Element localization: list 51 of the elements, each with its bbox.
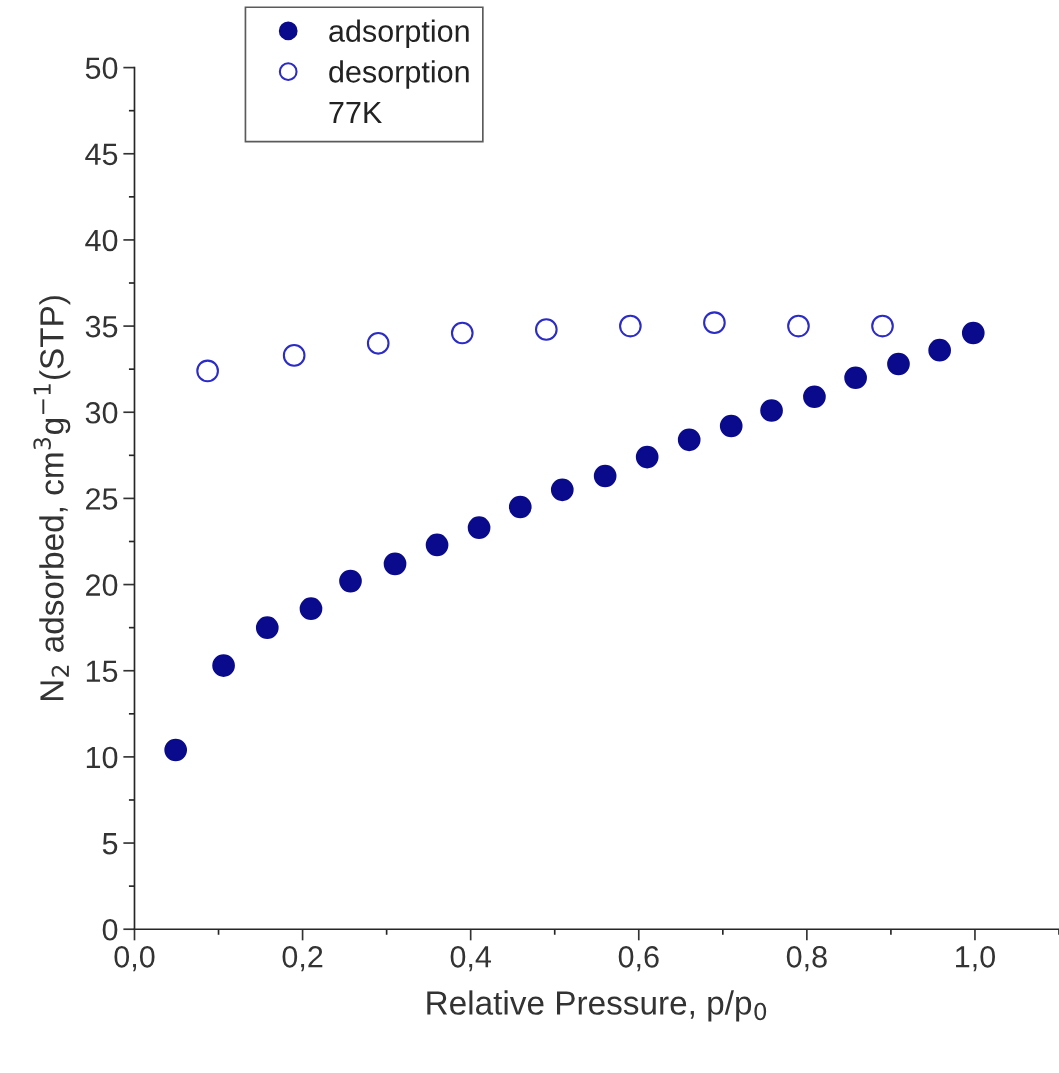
point: [425, 533, 449, 557]
y-axis-title: N$_{2}$ adsorbed, cm$^{3}$g$^{−1}$(STP): [33, 296, 71, 701]
y-tick-label: 10: [86, 746, 118, 769]
point: [255, 616, 279, 639]
point: [719, 414, 743, 438]
point: [550, 478, 574, 502]
y-tick-label: 15: [86, 660, 118, 683]
y-tick-label: 5: [102, 833, 118, 855]
point: [787, 314, 810, 338]
point: [508, 495, 532, 519]
point: [887, 352, 910, 376]
x-tick-label: 0,2: [282, 946, 323, 972]
point: [383, 552, 407, 576]
point: [871, 314, 894, 338]
point: [282, 344, 306, 367]
point: [844, 366, 867, 390]
point: [677, 428, 701, 452]
x-tick-label: 0,0: [114, 946, 155, 972]
x-tick-label: 1,0: [956, 946, 995, 972]
point: [467, 516, 491, 540]
point: [760, 399, 783, 422]
y-tick-label: 20: [86, 574, 118, 596]
y-tick-label: 40: [85, 229, 118, 252]
x-tick-label: 0,8: [786, 946, 827, 972]
y-tick-label: 35: [85, 315, 118, 338]
annotation: 77K: [329, 102, 382, 124]
point: [366, 331, 390, 355]
point: [703, 311, 726, 334]
legend-label: adsorption: [329, 19, 469, 48]
point: [196, 359, 219, 383]
point: [803, 385, 826, 409]
point: [928, 338, 951, 362]
point: [339, 569, 362, 593]
legend-label: desorption: [329, 60, 469, 89]
point: [593, 464, 617, 488]
x-tick-label: 0,4: [450, 946, 492, 972]
point: [635, 445, 659, 469]
y-tick-label: 50: [85, 57, 118, 79]
point: [450, 321, 474, 345]
point: [299, 597, 323, 621]
x-axis-title: Relative Pressure, p/p$_{0}$: [427, 990, 767, 1022]
point: [164, 738, 188, 762]
point: [961, 321, 985, 345]
y-tick-label: 0: [102, 918, 118, 941]
point: [534, 318, 558, 341]
y-tick-label: 25: [86, 488, 118, 510]
x-tick-label: 0,6: [618, 946, 659, 972]
point: [212, 654, 235, 677]
point: [619, 314, 642, 338]
y-tick-label: 30: [85, 401, 118, 424]
y-tick-label: 45: [85, 143, 118, 166]
